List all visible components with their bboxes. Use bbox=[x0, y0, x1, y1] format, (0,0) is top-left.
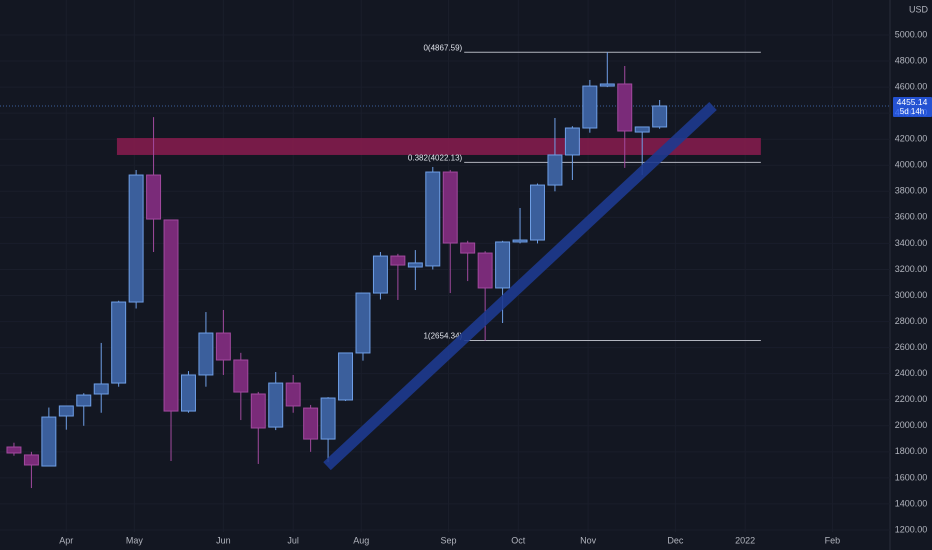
y-tick-label: 4200.00 bbox=[895, 134, 928, 144]
candle-body bbox=[41, 416, 57, 467]
candle-body bbox=[320, 397, 336, 440]
y-tick-label: 2200.00 bbox=[895, 394, 928, 404]
y-tick-label: 3800.00 bbox=[895, 186, 928, 196]
candle-body bbox=[652, 105, 668, 128]
candle-body bbox=[6, 446, 22, 454]
x-tick-label: Oct bbox=[511, 535, 526, 545]
x-tick-label: Jun bbox=[216, 535, 231, 545]
price-label: 4455.14 bbox=[897, 97, 928, 107]
candle-body bbox=[146, 174, 162, 220]
y-tick-label: 3200.00 bbox=[895, 264, 928, 274]
candle-body bbox=[425, 171, 441, 267]
candle-body bbox=[338, 352, 354, 401]
candle-body bbox=[495, 241, 511, 289]
candle-body bbox=[215, 332, 231, 361]
y-tick-label: 2000.00 bbox=[895, 420, 928, 430]
x-tick-label: Nov bbox=[580, 535, 597, 545]
candle-body bbox=[390, 255, 406, 266]
candle-body bbox=[93, 383, 109, 395]
x-tick-label: Dec bbox=[667, 535, 684, 545]
y-tick-label: 5000.00 bbox=[895, 29, 928, 39]
y-tick-label: 4800.00 bbox=[895, 55, 928, 65]
y-tick-label: 4000.00 bbox=[895, 160, 928, 170]
candle-body bbox=[180, 374, 196, 412]
y-tick-label: 1400.00 bbox=[895, 498, 928, 508]
y-tick-label: 1800.00 bbox=[895, 446, 928, 456]
candle-body bbox=[407, 262, 423, 268]
candle-body bbox=[111, 301, 127, 384]
candle-body bbox=[285, 382, 301, 407]
fib-label: 0.382(4022.13) bbox=[408, 153, 463, 162]
candle-body bbox=[634, 126, 650, 133]
candle-body bbox=[617, 83, 633, 132]
candle-body bbox=[372, 255, 388, 294]
x-tick-label: 2022 bbox=[735, 535, 755, 545]
candle-body bbox=[477, 252, 493, 289]
candle-body bbox=[303, 407, 319, 440]
candle-body bbox=[233, 359, 249, 393]
candle-body bbox=[564, 127, 580, 156]
fib-label: 0(4867.59) bbox=[423, 43, 462, 52]
candle-body bbox=[355, 292, 371, 354]
candle-body bbox=[268, 382, 284, 428]
y-tick-label: 2400.00 bbox=[895, 368, 928, 378]
trendline bbox=[323, 101, 717, 471]
y-tick-label: 2800.00 bbox=[895, 316, 928, 326]
x-tick-label: Apr bbox=[59, 535, 73, 545]
y-tick-label: 3400.00 bbox=[895, 238, 928, 248]
y-tick-label: 3000.00 bbox=[895, 290, 928, 300]
candle-body bbox=[58, 405, 74, 417]
candle-body bbox=[547, 154, 563, 186]
y-tick-label: 4600.00 bbox=[895, 81, 928, 91]
candle-body bbox=[23, 454, 39, 466]
candle-body bbox=[512, 239, 528, 243]
candle-body bbox=[582, 85, 598, 129]
y-tick-label: 1200.00 bbox=[895, 524, 928, 534]
countdown-label: 5d 14h bbox=[900, 107, 924, 116]
x-tick-label: May bbox=[126, 535, 144, 545]
candle-body bbox=[128, 174, 144, 303]
x-tick-label: Aug bbox=[353, 535, 369, 545]
candle-body bbox=[250, 393, 266, 429]
y-tick-label: 3600.00 bbox=[895, 212, 928, 222]
resistance-zone bbox=[116, 138, 761, 155]
candle-body bbox=[460, 242, 476, 254]
y-tick-label: 1600.00 bbox=[895, 472, 928, 482]
y-tick-label: 2600.00 bbox=[895, 342, 928, 352]
fib-label: 1(2654.34) bbox=[423, 332, 462, 341]
x-tick-label: Jul bbox=[287, 535, 299, 545]
candle-body bbox=[163, 219, 179, 412]
x-tick-label: Sep bbox=[440, 535, 456, 545]
candle-body bbox=[442, 171, 458, 244]
price-label-box bbox=[893, 96, 932, 117]
candle-body bbox=[76, 394, 92, 407]
candle-body bbox=[198, 332, 214, 376]
candle-body bbox=[530, 184, 545, 241]
x-tick-label: Feb bbox=[825, 535, 841, 545]
candle-body bbox=[599, 83, 615, 87]
currency-label: USD bbox=[909, 4, 929, 14]
